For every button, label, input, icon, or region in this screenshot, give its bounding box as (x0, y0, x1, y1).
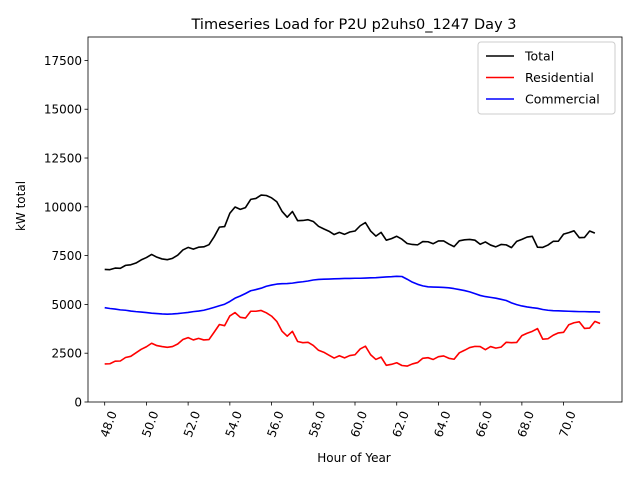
y-tick-label: 15000 (44, 103, 82, 117)
series-line-total (104, 194, 596, 271)
legend-label: Commercial (525, 92, 600, 107)
series-group (104, 194, 601, 367)
y-tick-label: 12500 (44, 152, 82, 166)
series-line-residential (104, 309, 601, 367)
legend-label: Total (524, 49, 554, 64)
y-tick-label: 0 (74, 396, 82, 410)
y-axis-label: kW total (14, 181, 28, 231)
y-axis: 0 2500 5000 7500 10000 12500 15000 17500 (44, 54, 88, 410)
series-line-commercial (104, 275, 601, 315)
x-axis-label: Hour of Year (317, 451, 391, 465)
y-tick-label: 10000 (44, 200, 82, 214)
chart-title: Timeseries Load for P2U p2uhs0_1247 Day … (191, 17, 517, 33)
axes-frame (87, 36, 623, 403)
y-tick-label: 7500 (51, 249, 82, 263)
legend: Total Residential Commercial (477, 41, 616, 115)
legend-box (477, 41, 616, 115)
legend-label: Residential (525, 70, 594, 85)
y-tick-label: 2500 (51, 347, 82, 361)
y-tick-label: 17500 (44, 54, 82, 68)
y-tick-label: 5000 (51, 298, 82, 312)
